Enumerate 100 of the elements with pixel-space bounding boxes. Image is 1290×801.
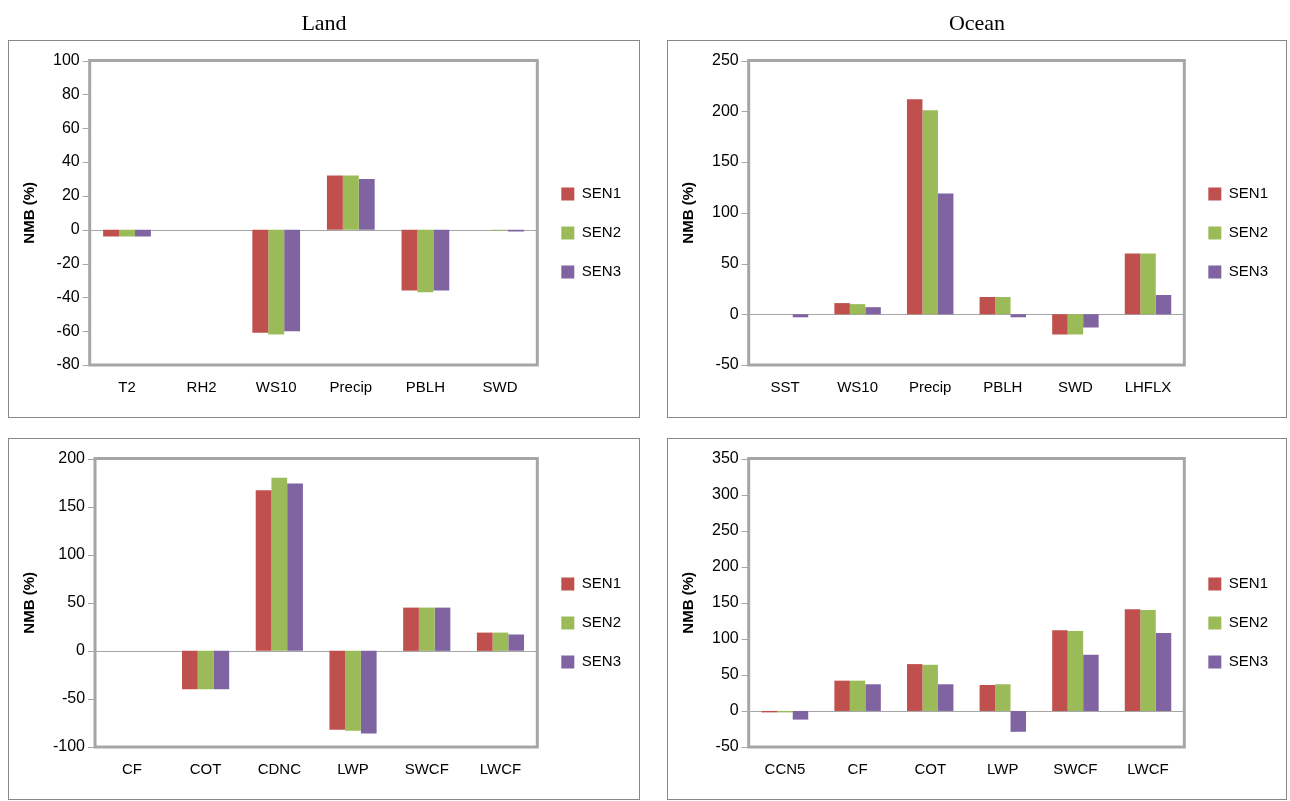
bar — [418, 607, 435, 651]
bar — [508, 634, 525, 651]
x-tick-label: SWCF — [404, 760, 449, 778]
bar — [1067, 630, 1084, 711]
bar — [937, 684, 954, 711]
x-tick-label: SWD — [482, 378, 518, 396]
bar — [434, 607, 451, 651]
bar — [492, 632, 509, 651]
chart-title: Ocean — [947, 10, 1007, 36]
x-tick-label: LWP — [987, 760, 1019, 778]
bar — [979, 684, 996, 711]
bar — [922, 664, 938, 711]
x-tick-label: CF — [847, 760, 868, 778]
legend-label: SEN3 — [581, 652, 621, 670]
legend-label: SEN2 — [1228, 613, 1268, 631]
bar — [1140, 610, 1156, 711]
bar — [792, 314, 809, 318]
bar — [284, 229, 301, 332]
bar — [287, 483, 303, 651]
x-tick-label: CDNC — [257, 760, 302, 778]
y-tick-label: -50 — [61, 689, 86, 707]
bar — [213, 650, 230, 690]
bar — [995, 297, 1011, 315]
chart-title: Land — [300, 10, 348, 36]
y-tick-label: 250 — [711, 521, 739, 539]
y-tick-label: 150 — [711, 593, 739, 611]
bar — [1124, 253, 1141, 315]
y-tick-label: 60 — [61, 118, 80, 136]
y-tick-label: 150 — [711, 152, 739, 170]
bar — [995, 684, 1011, 711]
bar — [360, 650, 377, 734]
y-tick-label: 80 — [61, 84, 80, 102]
bar — [433, 229, 450, 291]
x-tick-label: Precip — [908, 378, 952, 396]
bar — [268, 229, 285, 335]
x-tick-label: CCN5 — [764, 760, 806, 778]
bar — [865, 684, 881, 711]
bar — [271, 477, 288, 651]
y-tick-label: -60 — [56, 321, 80, 339]
bar — [326, 175, 343, 230]
bar — [182, 650, 198, 690]
bar — [1052, 314, 1068, 335]
bar — [403, 607, 419, 651]
y-tick-label: 300 — [711, 485, 739, 503]
bar — [922, 110, 938, 315]
bar — [1124, 609, 1141, 711]
bar — [345, 650, 361, 731]
y-axis-title: NMB (%) — [679, 571, 697, 634]
bar — [849, 680, 866, 711]
x-tick-label: RH2 — [186, 378, 217, 396]
x-tick-label: Precip — [329, 378, 373, 396]
legend-label: SEN1 — [581, 184, 621, 202]
bar — [1067, 314, 1084, 335]
bar — [865, 307, 881, 315]
legend-label: SEN3 — [1228, 262, 1268, 280]
y-axis-title: NMB (%) — [20, 181, 38, 244]
y-tick-label: 100 — [58, 545, 86, 563]
y-tick-label: 150 — [58, 497, 86, 515]
bar — [979, 297, 996, 315]
bar — [849, 304, 866, 315]
y-tick-label: 250 — [711, 51, 739, 69]
x-tick-label: PBLH — [983, 378, 1023, 396]
bar — [1010, 710, 1027, 732]
bar — [834, 303, 850, 315]
y-tick-label: -100 — [52, 737, 86, 755]
y-tick-label: 0 — [70, 220, 80, 238]
y-tick-label: -50 — [715, 737, 739, 755]
bar — [255, 490, 272, 651]
y-tick-label: 0 — [76, 641, 86, 659]
x-tick-label: SWCF — [1053, 760, 1098, 778]
x-tick-label: COT — [189, 760, 222, 778]
y-tick-label: 100 — [711, 629, 739, 647]
y-tick-label: -50 — [715, 355, 739, 373]
bar — [906, 99, 923, 315]
legend-label: SEN1 — [1228, 184, 1268, 202]
y-tick-label: 200 — [711, 101, 739, 119]
x-tick-label: LHFLX — [1124, 378, 1172, 396]
x-tick-label: COT — [914, 760, 947, 778]
x-tick-label: CF — [121, 760, 142, 778]
x-tick-label: LWCF — [1127, 760, 1169, 778]
y-tick-label: 200 — [58, 449, 86, 467]
bar — [937, 193, 954, 315]
y-tick-label: -40 — [56, 287, 80, 305]
bar — [329, 650, 346, 730]
bar — [1052, 630, 1068, 711]
bar — [476, 632, 493, 651]
y-tick-label: 0 — [729, 304, 739, 322]
bar — [197, 650, 214, 690]
y-tick-label: 40 — [61, 152, 80, 170]
x-tick-label: SST — [770, 378, 800, 396]
bar — [1083, 654, 1099, 711]
bar — [358, 178, 375, 230]
y-tick-label: 100 — [711, 203, 739, 221]
y-tick-label: 50 — [720, 665, 739, 683]
y-tick-label: 350 — [711, 449, 739, 467]
y-tick-label: 20 — [61, 186, 80, 204]
legend-label: SEN2 — [581, 223, 621, 241]
y-tick-label: 200 — [711, 557, 739, 575]
x-tick-label: SWD — [1057, 378, 1094, 396]
bar — [906, 664, 923, 711]
